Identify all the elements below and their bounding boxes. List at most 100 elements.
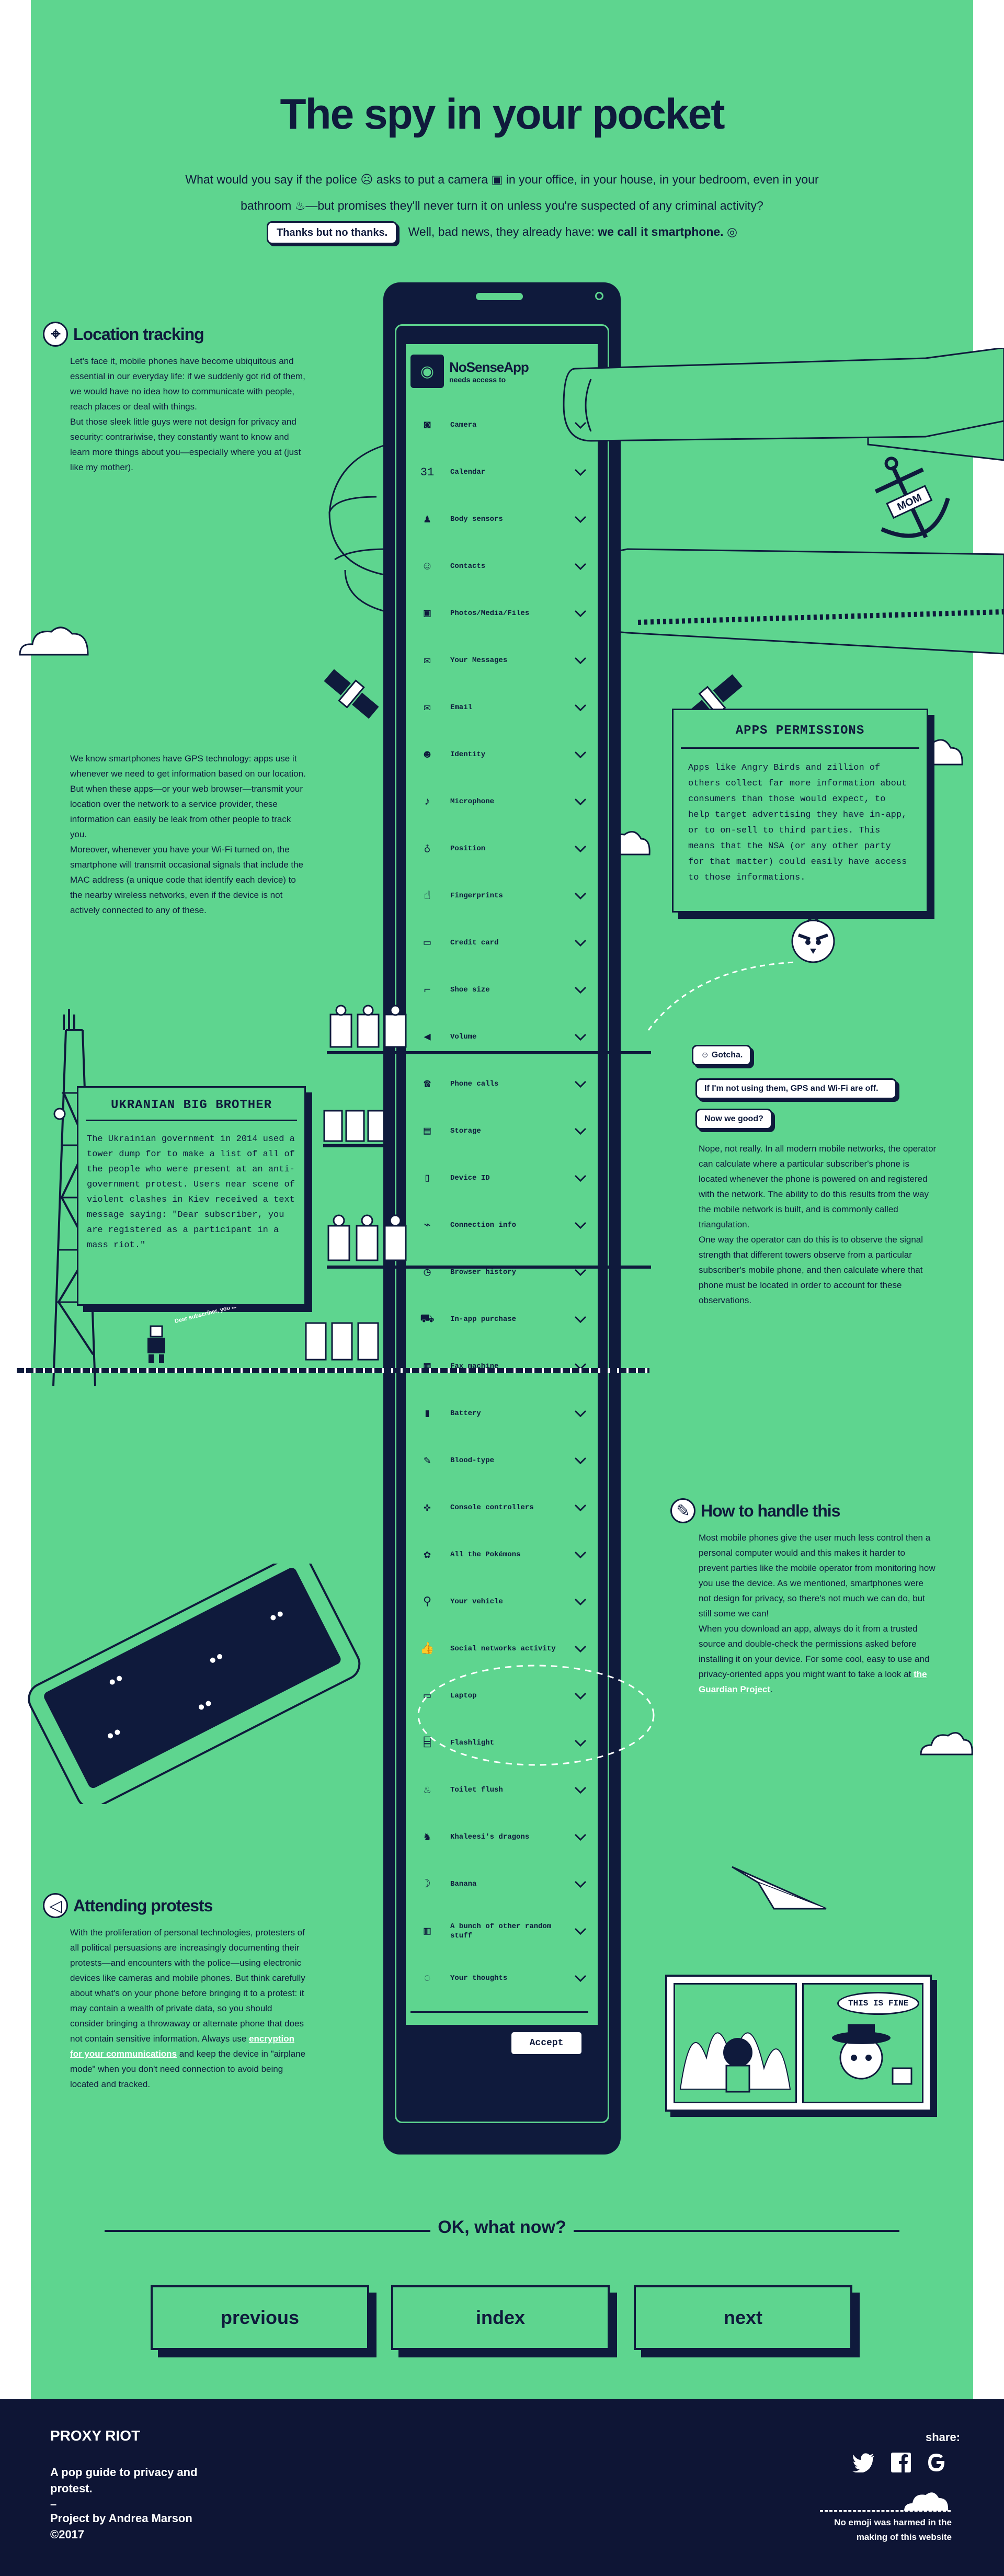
- permission-row[interactable]: ⌸ Flashlight: [410, 1719, 588, 1766]
- smartphone-emoji-icon: ◎: [726, 225, 738, 238]
- permission-row[interactable]: 👍 Social networks activity: [410, 1625, 588, 1672]
- chevron-down-icon[interactable]: [573, 935, 588, 951]
- permission-row[interactable]: ⛟ In-app purchase: [410, 1296, 588, 1343]
- volume-icon: ◀: [424, 1031, 431, 1044]
- permission-row[interactable]: 31 Calendar: [410, 449, 588, 496]
- permission-row[interactable]: ▤ Storage: [410, 1108, 588, 1155]
- chevron-down-icon[interactable]: [573, 1970, 588, 1986]
- permission-row[interactable]: ♞ Khaleesi's dragons: [410, 1814, 588, 1861]
- chevron-down-icon[interactable]: [573, 1688, 588, 1704]
- permission-row[interactable]: ✉ Email: [410, 684, 588, 731]
- permission-row[interactable]: ♪ Microphone: [410, 778, 588, 825]
- tilted-smartphone-illustration: [28, 1564, 361, 1804]
- permission-row[interactable]: ✉ Your Messages: [410, 637, 588, 684]
- calendar-icon: 31: [420, 465, 435, 479]
- permission-row[interactable]: ▭ Credit card: [410, 919, 588, 966]
- permission-row[interactable]: ◷ Browser history: [410, 1249, 588, 1296]
- previous-button[interactable]: previous: [151, 2285, 369, 2350]
- permission-row[interactable]: ▥ A bunch of other random stuff: [410, 1908, 588, 1955]
- chevron-down-icon[interactable]: [573, 1923, 588, 1939]
- ukraine-box-title: UKRANIAN BIG BROTHER: [110, 1098, 272, 1112]
- location-p3: We know smartphones have GPS technology:…: [70, 754, 306, 839]
- intro-part-1: What would you say if the police: [185, 173, 357, 186]
- permission-row[interactable]: ☝ Fingerprints: [410, 872, 588, 919]
- permission-label: Position: [450, 845, 486, 853]
- chevron-down-icon[interactable]: [573, 606, 588, 621]
- permission-row[interactable]: ☺ Contacts: [410, 543, 588, 590]
- permission-row[interactable]: ▯ Device ID: [410, 1155, 588, 1202]
- chevron-down-icon[interactable]: [573, 1264, 588, 1280]
- chevron-down-icon[interactable]: [573, 747, 588, 762]
- chevron-down-icon[interactable]: [573, 1876, 588, 1892]
- anchor-tattoo-icon: MOM: [874, 457, 950, 539]
- permission-row[interactable]: ◙ Camera: [410, 402, 588, 449]
- chevron-down-icon[interactable]: [573, 982, 588, 998]
- permission-row[interactable]: ⌁ Connection info: [410, 1202, 588, 1249]
- chevron-down-icon[interactable]: [573, 1735, 588, 1751]
- permission-row[interactable]: ✜ Console controllers: [410, 1484, 588, 1531]
- chevron-down-icon[interactable]: [573, 1547, 588, 1563]
- twitter-icon[interactable]: [852, 2453, 875, 2478]
- permission-row[interactable]: ▣ Photos/Media/Files: [410, 590, 588, 637]
- permission-row[interactable]: ♁ Position: [410, 825, 588, 872]
- comic-panel-2: THIS IS FINE: [802, 1983, 923, 2103]
- chevron-down-icon[interactable]: [573, 700, 588, 715]
- google-icon[interactable]: [927, 2453, 946, 2478]
- chevron-down-icon[interactable]: [573, 464, 588, 480]
- police-emoji-icon: ☹: [360, 173, 373, 186]
- footer-share-label: share:: [926, 2431, 961, 2444]
- guardian-project-link[interactable]: the Guardian Project: [699, 1669, 927, 1694]
- chevron-down-icon[interactable]: [573, 888, 588, 904]
- permission-label: Toilet flush: [450, 1786, 503, 1794]
- permission-row[interactable]: ☻ Identity: [410, 731, 588, 778]
- permission-row[interactable]: ▦ Fax machine: [410, 1343, 588, 1390]
- chevron-down-icon[interactable]: [573, 794, 588, 810]
- permission-row[interactable]: ◌ Your thoughts: [410, 1955, 588, 2002]
- chevron-down-icon[interactable]: [573, 1029, 588, 1045]
- email-icon: ✉: [424, 701, 431, 714]
- chevron-down-icon[interactable]: [573, 653, 588, 668]
- permission-row[interactable]: ☎ Phone calls: [410, 1061, 588, 1108]
- chevron-down-icon[interactable]: [573, 1453, 588, 1468]
- chevron-down-icon[interactable]: [573, 511, 588, 527]
- accept-button[interactable]: Accept: [510, 2031, 583, 2056]
- permission-row[interactable]: ⌐ Shoe size: [410, 966, 588, 1013]
- chevron-down-icon[interactable]: [573, 1076, 588, 1092]
- location-heading: ⌖ Location tracking: [43, 322, 204, 347]
- chevron-down-icon[interactable]: [573, 841, 588, 857]
- index-button[interactable]: index: [391, 2285, 610, 2350]
- chevron-down-icon[interactable]: [573, 1123, 588, 1139]
- chevron-down-icon[interactable]: [573, 1829, 588, 1845]
- chevron-down-icon[interactable]: [573, 1641, 588, 1657]
- permission-row[interactable]: ▭ Laptop: [410, 1672, 588, 1719]
- facebook-icon[interactable]: [891, 2453, 911, 2478]
- permission-row[interactable]: ☽ Banana: [410, 1861, 588, 1908]
- thumb-illustration: [563, 348, 1004, 442]
- permission-label: Browser history: [450, 1268, 517, 1276]
- permission-row[interactable]: ♨ Toilet flush: [410, 1766, 588, 1814]
- encryption-link[interactable]: encryption for your communications: [70, 2034, 294, 2059]
- permission-row[interactable]: ⚲ Your vehicle: [410, 1578, 588, 1625]
- permission-label: Banana: [450, 1880, 477, 1888]
- permission-label: Your thoughts: [450, 1974, 508, 1982]
- next-button[interactable]: next: [634, 2285, 852, 2350]
- chevron-down-icon[interactable]: [573, 1170, 588, 1186]
- chevron-down-icon[interactable]: [573, 558, 588, 574]
- chevron-down-icon[interactable]: [573, 1406, 588, 1421]
- permission-row[interactable]: ◀ Volume: [410, 1013, 588, 1061]
- chevron-down-icon[interactable]: [573, 1500, 588, 1515]
- chevron-down-icon[interactable]: [573, 1594, 588, 1610]
- permission-row[interactable]: ✎ Blood-type: [410, 1437, 588, 1484]
- chevron-down-icon[interactable]: [573, 1217, 588, 1233]
- permission-label: In-app purchase: [450, 1315, 517, 1324]
- fingerprints-icon: ☝: [424, 890, 431, 903]
- chevron-down-icon[interactable]: [573, 1782, 588, 1798]
- permission-row[interactable]: ✿ All the Pokémons: [410, 1531, 588, 1578]
- chevron-down-icon[interactable]: [573, 417, 588, 433]
- footer-brand[interactable]: PROXY RIOT: [50, 2427, 141, 2444]
- permission-label: Body sensors: [450, 515, 503, 523]
- permission-row[interactable]: ▮ Battery: [410, 1390, 588, 1437]
- flashlight-icon: ⌸: [424, 1737, 431, 1750]
- permission-row[interactable]: ♟ Body sensors: [410, 496, 588, 543]
- chevron-down-icon[interactable]: [573, 1312, 588, 1327]
